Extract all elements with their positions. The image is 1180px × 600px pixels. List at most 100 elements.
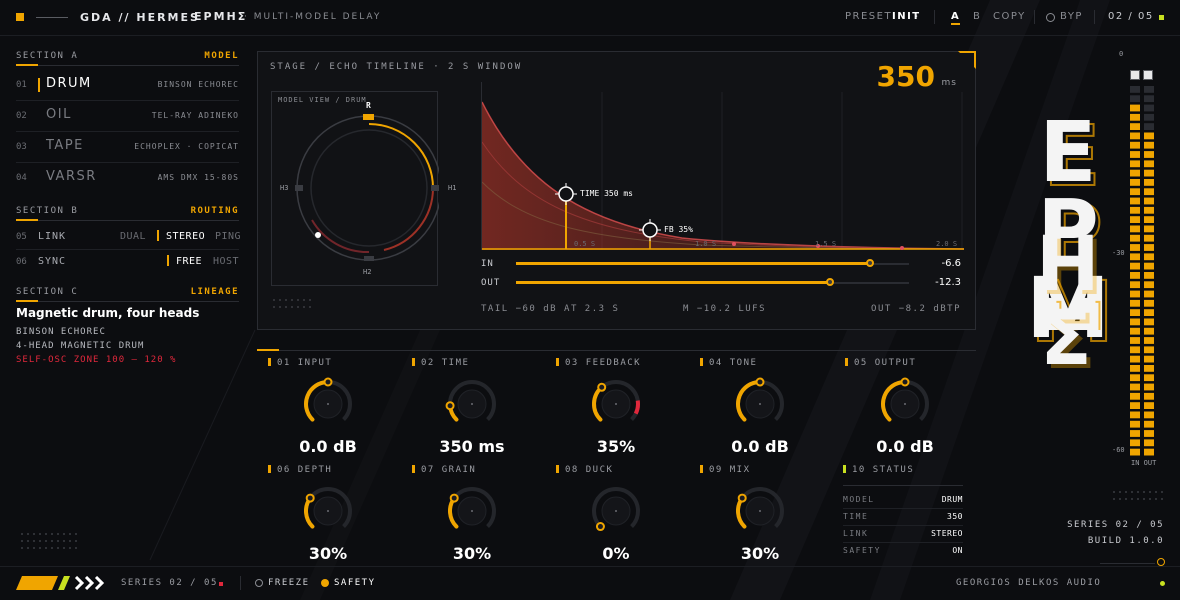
status-tick-icon [843, 465, 846, 473]
label-tick-icon [556, 465, 559, 473]
meter-segment [1130, 430, 1140, 437]
knob-1[interactable] [293, 369, 363, 439]
knob-label: 01 INPUT [268, 358, 332, 368]
knob-value: 30% [452, 544, 492, 563]
knob-label-text: 09 MIX [709, 465, 751, 475]
knob-5[interactable] [870, 369, 940, 439]
brand-greek: ΕΡΜΗΣ [194, 10, 248, 23]
lineage-headline: Magnetic drum, four heads [16, 306, 200, 320]
in-slider-thumb[interactable] [866, 259, 874, 267]
model-source: ECHOPLEX · COPICAT [134, 142, 239, 151]
divider [843, 485, 963, 486]
model-num: 01 [16, 80, 27, 90]
time-unit: ms [941, 78, 957, 88]
safety-button[interactable]: SAFETY [334, 578, 376, 588]
model-name: DRUM [46, 76, 92, 91]
meter-segment [1144, 327, 1154, 335]
ab-button-a[interactable]: A [951, 11, 961, 25]
knob-label: 09 MIX [700, 465, 751, 475]
knob-6[interactable] [293, 476, 363, 546]
time-readout: 350 [876, 60, 935, 93]
bypass-icon[interactable] [1046, 13, 1055, 22]
model-item-varsr[interactable]: 04 VARSR AMS DMX 15-80S [16, 163, 239, 194]
link-ping-button[interactable]: PING [215, 231, 242, 242]
status-value: 350 [947, 512, 963, 521]
meter-segment [1130, 327, 1140, 335]
stage-panel: STAGE / ECHO TIMELINE · 2 S WINDOW 350 m… [257, 51, 976, 330]
sync-host-button[interactable]: HOST [213, 256, 240, 267]
in-slider-fill [516, 262, 870, 265]
lineage-line1: BINSON ECHOREC [16, 327, 106, 337]
status-key: MODEL [843, 495, 875, 504]
model-item-oil[interactable]: 02 OIL TEL-RAY ADINEKO [16, 101, 239, 132]
preset-selector[interactable]: INIT [892, 11, 921, 22]
model-item-tape[interactable]: 03 TAPE ECHOPLEX · COPICAT [16, 132, 239, 163]
meter-segment [1130, 113, 1140, 121]
footer: SERIES 02 / 05 FREEZE SAFETY GEORGIOS DE… [0, 566, 1180, 600]
status-row-link: LINK STEREO [843, 526, 963, 543]
status-value: ON [952, 546, 963, 555]
knob-3[interactable] [581, 369, 651, 439]
model-item-drum[interactable]: 01 DRUM BINSON ECHOREC [16, 70, 239, 101]
head-h3-label: H3 [280, 184, 289, 192]
model-source: AMS DMX 15-80S [157, 173, 239, 182]
knob-7[interactable] [437, 476, 507, 546]
svg-text:Ε: Ε [1039, 103, 1096, 201]
knob-value: 350 ms [439, 437, 505, 456]
label-tick-icon [556, 358, 559, 366]
freeze-button[interactable]: FREEZE [268, 578, 310, 588]
meter-segment [1130, 234, 1140, 242]
meter-segment [1144, 290, 1154, 298]
axis-tick: 2.0 S [936, 240, 958, 248]
meter-segment [1130, 216, 1140, 223]
model-name: TAPE [46, 138, 84, 153]
chevron-right-icon[interactable]: › [914, 11, 920, 22]
divider [257, 350, 976, 351]
meter-segment [1130, 272, 1140, 279]
out-slider-thumb[interactable] [826, 278, 834, 286]
link-dual-button[interactable]: DUAL [120, 231, 147, 242]
knob-9[interactable] [725, 476, 795, 546]
clip-indicator-in[interactable] [1130, 70, 1140, 80]
ab-button-b[interactable]: B [973, 11, 982, 22]
meter-segment [1130, 365, 1140, 372]
option-num: 06 [16, 257, 27, 267]
head-r-marker [363, 114, 374, 120]
option-name: LINK [38, 231, 67, 242]
link-stereo-button[interactable]: STEREO [166, 231, 206, 242]
lineage-line2: 4-HEAD MAGNETIC DRUM [16, 341, 145, 351]
meter-segment [1130, 132, 1140, 140]
knob-label: 02 TIME [412, 358, 469, 368]
knob-8[interactable] [581, 476, 651, 546]
out-label: OUT [481, 278, 501, 288]
section-a-header: SECTION A MODEL [16, 51, 239, 66]
knob-2[interactable] [437, 369, 507, 439]
label-tick-icon [412, 358, 415, 366]
copy-button[interactable]: COPY [993, 11, 1026, 22]
svg-text:Ρ: Ρ [1037, 181, 1099, 279]
echo-timeline-graph[interactable]: TIME 350 ms FB 35% 0.5 S 1.0 S 1.5 S 2.0… [481, 82, 964, 250]
knob-label: 05 OUTPUT [845, 358, 916, 368]
meter-segment [1144, 132, 1154, 140]
meter-segment [1144, 141, 1154, 149]
knob-4[interactable] [725, 369, 795, 439]
bypass-button[interactable]: BYP [1060, 11, 1083, 22]
head-h3-marker [295, 185, 303, 191]
status-title: 10 STATUS [852, 465, 915, 475]
clip-indicator-out[interactable] [1143, 70, 1153, 80]
status-value: STEREO [931, 529, 963, 538]
label-tick-icon [268, 358, 271, 366]
hermes-logo-letters: Η Η [1030, 56, 1110, 386]
safety-toggle-icon[interactable] [321, 579, 329, 587]
section-b-tag: ROUTING [190, 206, 239, 216]
link-row: 05 LINK DUAL STEREO PING [16, 226, 242, 250]
model-name: OIL [46, 107, 72, 122]
meter-segment [1144, 318, 1154, 326]
freeze-toggle-icon[interactable] [255, 579, 263, 587]
meter-segment [1130, 420, 1140, 428]
meter-segment [1130, 141, 1140, 149]
sync-free-button[interactable]: FREE [176, 256, 203, 267]
meter-segment [1130, 206, 1140, 214]
status-row-time: TIME 350 [843, 509, 963, 526]
section-underline [16, 300, 38, 302]
